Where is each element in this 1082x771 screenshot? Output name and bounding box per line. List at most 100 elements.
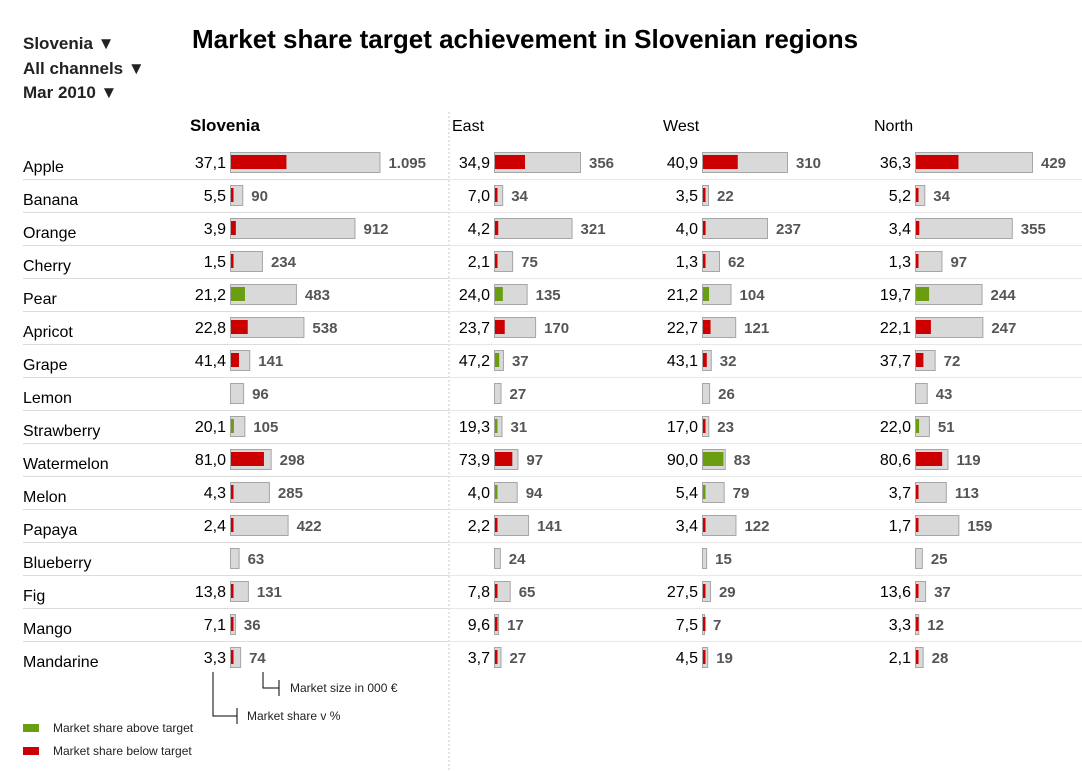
market-share-value: 17,0 xyxy=(667,419,698,436)
filter-panel: Slovenia ▼ All channels ▼ Mar 2010 ▼ xyxy=(23,33,145,107)
market-size-value: 321 xyxy=(581,221,606,238)
market-size-bar xyxy=(915,581,927,602)
market-share-bar xyxy=(703,188,706,202)
market-size-bar xyxy=(230,416,246,437)
market-size-value: 310 xyxy=(796,155,821,172)
market-size-value: 96 xyxy=(252,386,269,403)
market-size-value: 298 xyxy=(280,452,305,469)
market-size-bar xyxy=(702,251,721,272)
market-size-value: 119 xyxy=(956,452,980,469)
product-label-mandarine: Mandarine xyxy=(23,654,99,671)
market-size-value: 237 xyxy=(776,221,801,238)
market-share-value: 22,1 xyxy=(880,320,911,337)
market-size-value: 234 xyxy=(271,254,297,271)
channel-filter-dropdown[interactable]: All channels ▼ xyxy=(23,58,145,78)
market-size-bar xyxy=(915,218,1013,239)
market-size-bar xyxy=(702,482,725,503)
market-size-bar xyxy=(702,350,712,371)
market-share-bar xyxy=(231,254,234,268)
market-size-value: 483 xyxy=(305,287,330,304)
market-size-value: 422 xyxy=(297,518,322,535)
market-size-bar xyxy=(494,317,537,338)
market-size-value: 1.095 xyxy=(388,155,426,172)
legend-below-target: Market share below target xyxy=(23,742,192,760)
product-label-melon: Melon xyxy=(23,489,67,506)
market-share-value: 47,2 xyxy=(459,353,490,370)
market-share-value: 19,7 xyxy=(880,287,911,304)
market-share-bar xyxy=(703,155,738,169)
chart-title: Market share target achievement in Slove… xyxy=(192,24,859,54)
market-size-bar xyxy=(702,416,710,437)
market-size-value: 15 xyxy=(715,551,732,568)
market-share-value: 7,0 xyxy=(468,188,490,205)
market-size-bar xyxy=(494,482,518,503)
market-share-bar xyxy=(231,353,239,367)
market-size-bar xyxy=(494,383,502,404)
market-size-bar xyxy=(494,548,501,569)
market-size-bar xyxy=(494,218,573,239)
period-filter-dropdown[interactable]: Mar 2010 ▼ xyxy=(23,83,118,102)
market-size-value: 26 xyxy=(718,386,735,403)
market-share-value: 4,5 xyxy=(676,650,698,667)
annotation-market-size: Market size in 000 € xyxy=(290,681,398,695)
product-label-pear: Pear xyxy=(23,291,57,308)
market-size-value: 32 xyxy=(720,353,737,370)
market-share-value: 22,7 xyxy=(667,320,698,337)
product-label-grape: Grape xyxy=(23,357,68,374)
market-share-bar xyxy=(495,287,503,301)
market-size-value: 912 xyxy=(363,221,388,238)
market-size-value: 159 xyxy=(967,518,992,535)
market-share-bar xyxy=(231,485,234,499)
market-size-bar xyxy=(702,284,732,305)
market-share-value: 2,1 xyxy=(889,650,911,667)
market-size-value: 29 xyxy=(719,584,736,601)
market-size-bar xyxy=(915,383,928,404)
market-share-value: 23,7 xyxy=(459,320,490,337)
country-filter-dropdown[interactable]: Slovenia ▼ xyxy=(23,34,115,53)
market-share-value: 3,3 xyxy=(889,617,911,634)
market-size-value: 27 xyxy=(510,650,527,667)
market-share-bar xyxy=(703,353,707,367)
market-share-bar xyxy=(703,419,706,433)
market-size-value: 135 xyxy=(536,287,561,304)
market-size-value: 97 xyxy=(950,254,967,271)
market-size-value: 37 xyxy=(512,353,529,370)
market-size-value: 538 xyxy=(312,320,337,337)
market-share-bar xyxy=(231,518,234,532)
market-share-bar xyxy=(703,485,706,499)
market-size-value: 22 xyxy=(717,188,734,205)
market-share-value: 24,0 xyxy=(459,287,490,304)
market-share-value: 3,7 xyxy=(889,485,911,502)
product-label-lemon: Lemon xyxy=(23,390,72,407)
market-share-bar xyxy=(703,650,706,664)
market-size-bar xyxy=(915,284,983,305)
market-size-value: 24 xyxy=(509,551,526,568)
market-share-bar xyxy=(916,155,959,169)
market-size-value: 141 xyxy=(537,518,562,535)
market-share-value: 13,8 xyxy=(195,584,226,601)
market-share-value: 3,4 xyxy=(676,518,698,535)
legend-above-label: Market share above target xyxy=(53,720,194,735)
market-share-value: 1,3 xyxy=(676,254,698,271)
market-share-bar xyxy=(916,650,919,664)
market-size-bar xyxy=(494,581,511,602)
market-share-bar xyxy=(231,419,234,433)
market-size-value: 121 xyxy=(744,320,769,337)
market-size-value: 170 xyxy=(544,320,569,337)
market-size-value: 79 xyxy=(733,485,750,502)
market-share-value: 27,5 xyxy=(667,584,698,601)
market-share-value: 22,0 xyxy=(880,419,911,436)
market-size-bar xyxy=(702,317,737,338)
market-share-bar xyxy=(916,518,919,532)
market-size-value: 94 xyxy=(526,485,543,502)
market-size-value: 74 xyxy=(249,650,266,667)
market-share-value: 73,9 xyxy=(459,452,490,469)
market-share-value: 7,5 xyxy=(676,617,698,634)
market-share-bar xyxy=(916,320,931,334)
market-share-bar xyxy=(231,617,234,631)
market-size-bar xyxy=(494,647,502,668)
market-size-bar xyxy=(230,218,356,239)
market-size-bar xyxy=(230,548,240,569)
market-share-value: 2,1 xyxy=(468,254,490,271)
